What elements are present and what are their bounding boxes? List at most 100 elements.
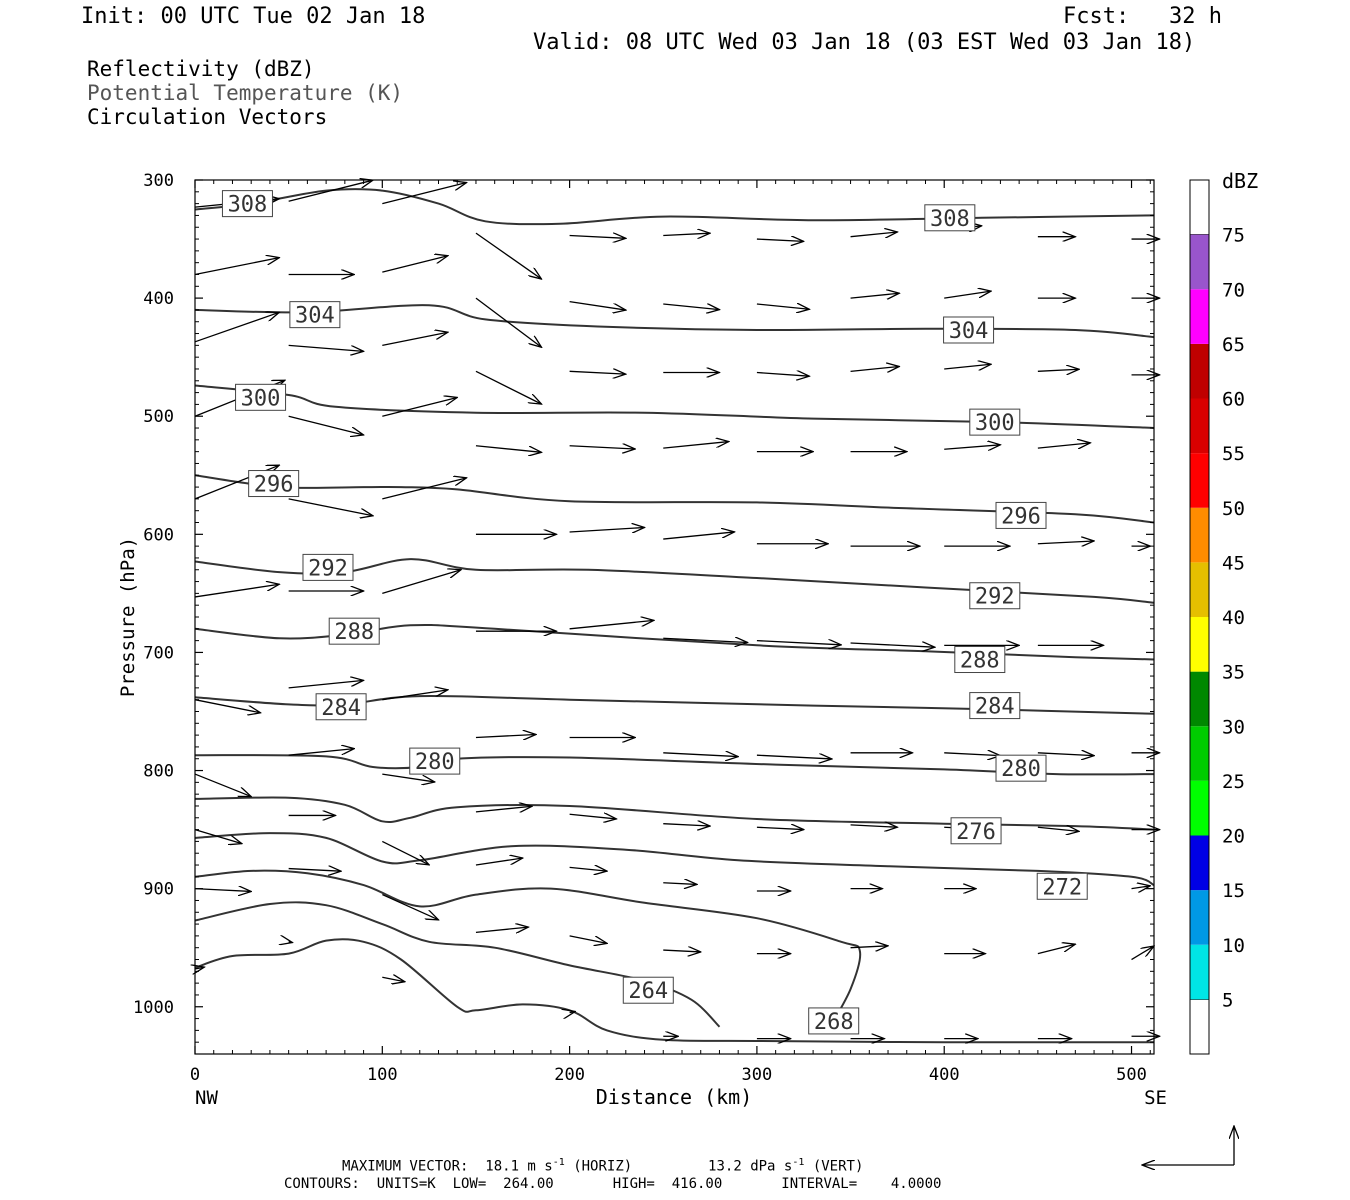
circulation-vector	[756, 641, 841, 645]
contour-label-box	[954, 646, 1006, 674]
colorbar-label: 15	[1222, 880, 1245, 902]
colorbar-cell	[1190, 726, 1209, 781]
y-axis-label: Pressure (hPa)	[117, 537, 139, 697]
circulation-vector	[663, 753, 738, 757]
theta-contour-268	[194, 869, 862, 1031]
colorbar-label: 60	[1222, 389, 1245, 411]
circulation-vector	[569, 867, 607, 871]
colorbar-cell	[1190, 780, 1209, 836]
circulation-vector	[569, 236, 626, 239]
y-tick-label: 500	[143, 407, 174, 427]
y-tick-label: 1000	[133, 998, 174, 1018]
circulation-vector	[663, 233, 710, 235]
circulation-vector	[288, 680, 364, 689]
theta-contour-296	[194, 474, 1155, 524]
contour-label: 288	[334, 620, 374, 645]
circulation-vector	[194, 312, 279, 343]
circulation-vector	[756, 827, 804, 829]
colorbar-label: 5	[1222, 989, 1233, 1011]
circulation-vector	[288, 749, 355, 756]
circulation-vector	[288, 180, 373, 202]
circulation-vector	[382, 690, 448, 701]
init-time: Init: 00 UTC Tue 02 Jan 18	[81, 4, 426, 29]
contour-label: 300	[975, 411, 1015, 436]
contour-label-box	[248, 470, 300, 498]
contour-label-box	[302, 553, 354, 581]
x-tick-label: 100	[367, 1065, 398, 1085]
contour-label: 284	[321, 696, 361, 721]
y-tick-label: 900	[143, 880, 174, 900]
contour-label: 280	[1001, 757, 1041, 782]
circulation-vector	[663, 442, 729, 449]
colorbar-cell	[1190, 507, 1209, 563]
circulation-vector	[944, 753, 1000, 756]
circulation-vector	[382, 977, 404, 981]
colorbar-label: 45	[1222, 552, 1245, 574]
circulation-vector	[850, 643, 935, 647]
contour-label-box	[995, 754, 1047, 782]
circulation-vector	[1131, 946, 1154, 961]
colorbar-cell	[1190, 835, 1209, 891]
colorbar-cell	[1190, 343, 1209, 399]
contour-label-box	[808, 1007, 860, 1035]
colorbar-label: 40	[1222, 607, 1245, 629]
colorbar-label: 50	[1222, 498, 1245, 520]
contour-label: 296	[254, 473, 294, 498]
contour-label-box	[969, 582, 1021, 610]
circulation-vector	[288, 498, 373, 516]
y-tick-label: 300	[143, 171, 174, 191]
vec-suffix: (VERT)	[804, 1158, 864, 1175]
circulation-vector	[475, 445, 542, 453]
x-tick-label: 300	[742, 1065, 773, 1085]
y-tick-label: 400	[143, 289, 174, 309]
colorbar-label: 25	[1222, 771, 1245, 793]
circulation-vector	[475, 806, 532, 812]
circulation-vector	[569, 814, 617, 819]
contour-label: 280	[415, 750, 455, 775]
colorbar-label: 55	[1222, 443, 1245, 465]
y-tick-label: 800	[143, 762, 174, 782]
contour-label: 292	[308, 556, 348, 581]
circulation-vector	[288, 415, 364, 435]
circulation-vector	[756, 239, 804, 241]
vec-exp-horiz: -1	[552, 1157, 565, 1168]
contour-label: 288	[960, 649, 1000, 674]
vec-prefix: MAXIMUM VECTOR: 18.1 m s	[342, 1158, 553, 1175]
contour-label-box	[221, 190, 273, 218]
nw-label: NW	[195, 1087, 218, 1109]
se-label: SE	[1144, 1087, 1167, 1109]
x-tick-label: 200	[554, 1065, 585, 1085]
x-tick-label: 400	[929, 1065, 960, 1085]
contour-label-box	[328, 617, 380, 645]
circulation-vector	[475, 734, 536, 737]
colorbar-cell	[1190, 562, 1209, 617]
circulation-vector	[195, 967, 204, 969]
circulation-vector	[944, 364, 991, 369]
circulation-vector	[569, 935, 607, 943]
theta-contour-260	[194, 938, 1155, 1044]
circulation-vector	[194, 773, 251, 796]
circulation-vector	[850, 232, 898, 237]
colorbar-label: 35	[1222, 662, 1245, 684]
circulation-vector	[569, 527, 645, 531]
contour-label-box	[924, 204, 976, 232]
max-vector-note: MAXIMUM VECTOR: 18.1 m s-1 (HORIZ) 13.2 …	[342, 1157, 863, 1175]
circulation-vector	[850, 293, 900, 298]
circulation-vector	[288, 344, 364, 351]
theta-contour-288	[194, 623, 1155, 661]
circulation-vector	[663, 304, 719, 310]
circulation-vector	[850, 366, 900, 371]
circulation-vector	[382, 256, 448, 273]
circulation-vector	[475, 232, 542, 279]
vec-exp-vert: -1	[792, 1157, 805, 1168]
circulation-vector	[663, 883, 697, 885]
contour-label-box	[235, 383, 287, 411]
circulation-vector	[475, 370, 542, 404]
theta-contour-308	[194, 188, 1155, 226]
circulation-vector	[1037, 753, 1094, 756]
circulation-vector	[194, 889, 251, 892]
legend-reflectivity: Reflectivity (dBZ)	[87, 57, 315, 81]
contour-label-box	[943, 316, 995, 344]
vec-mid: (HORIZ) 13.2 dPa s	[564, 1158, 793, 1175]
contour-label: 304	[949, 319, 989, 344]
